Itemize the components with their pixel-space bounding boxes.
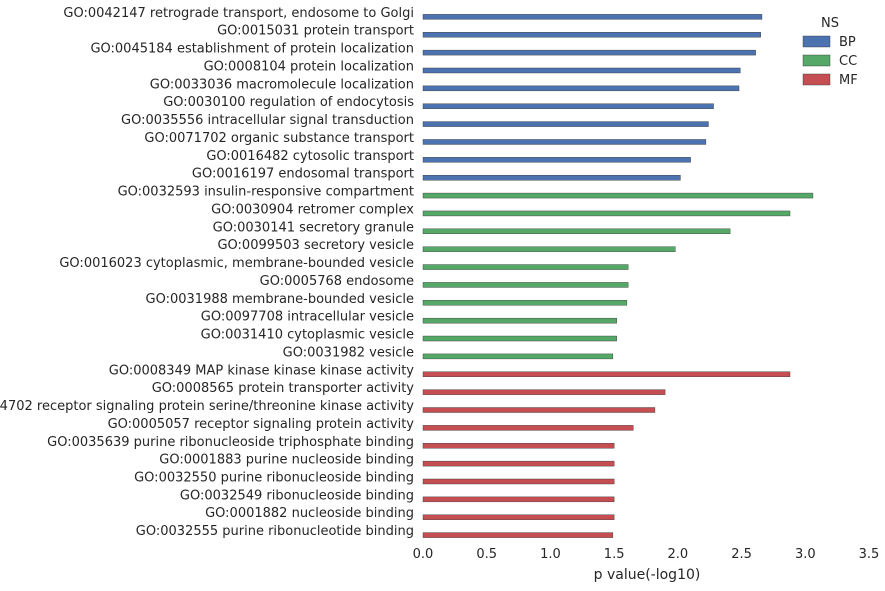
bar-bp <box>422 174 681 181</box>
bar-bp <box>422 32 761 38</box>
x-tick-label: 1.0 <box>540 547 561 562</box>
bar-bp <box>422 157 691 163</box>
bar-mf <box>422 514 615 520</box>
category-label: GO:0015031 protein transport <box>217 24 414 39</box>
category-labels: GO:0042147 retrograde transport, endosom… <box>0 6 414 539</box>
category-label: GO:0097708 intracellular vesicle <box>201 310 414 325</box>
legend-swatch-mf <box>802 73 831 86</box>
x-axis-label: p value(-log10) <box>594 567 701 583</box>
category-label: GO:0071702 organic substance transport <box>144 131 414 146</box>
category-label: GO:0035556 intracellular signal transduc… <box>121 113 414 128</box>
bar-cc <box>422 282 629 288</box>
bar-bp <box>422 67 741 74</box>
category-label: GO:0005057 receptor signaling protein ac… <box>108 417 415 432</box>
bar-bp <box>422 103 714 109</box>
x-tick-label: 2.0 <box>668 547 689 562</box>
x-tick-label: 0.0 <box>413 547 434 562</box>
legend: NS BP CC MF <box>802 16 858 88</box>
bar-mf <box>422 478 615 485</box>
bar-cc <box>422 210 791 217</box>
bar-cc <box>422 228 731 235</box>
category-label: GO:0008565 protein transporter activity <box>152 381 415 396</box>
bar-bp <box>422 49 756 56</box>
category-label: GO:0008104 protein localization <box>204 59 414 74</box>
legend-swatch-cc <box>802 54 831 67</box>
category-label: GO:0030100 regulation of endocytosis <box>163 95 414 110</box>
category-label: GO:0042147 retrograde transport, endosom… <box>63 6 414 21</box>
bar-bp <box>422 85 740 92</box>
bar-cc <box>422 246 676 252</box>
bar-mf <box>422 371 791 377</box>
category-label: GO:0031988 membrane-bounded vesicle <box>146 292 414 307</box>
category-label: GO:0001882 nucleoside binding <box>205 506 414 521</box>
legend-swatch-bp <box>802 35 831 48</box>
x-axis: 0.0 0.5 1.0 1.5 2.0 2.5 3.0 3.5 <box>413 547 880 562</box>
category-label: GO:0045184 establishment of protein loca… <box>90 42 414 57</box>
bar-mf <box>422 389 666 395</box>
bars-layer <box>422 14 814 538</box>
x-tick-label: 1.5 <box>604 547 625 562</box>
x-tick-label: 3.0 <box>795 547 816 562</box>
bar-mf <box>422 443 615 449</box>
bar-mf <box>422 407 656 413</box>
category-label: GO:0031982 vesicle <box>283 345 414 360</box>
bar-mf <box>422 460 615 467</box>
x-tick-label: 2.5 <box>731 547 752 562</box>
category-label: GO:0030141 secretory granule <box>213 220 414 235</box>
category-label: GO:0016197 endosomal transport <box>192 167 414 182</box>
legend-title: NS <box>821 16 839 31</box>
category-label: GO:0099503 secretory vesicle <box>217 238 414 253</box>
category-label: GO:0032593 insulin-responsive compartmen… <box>118 185 414 200</box>
bar-bp <box>422 14 763 20</box>
bar-cc <box>422 264 629 270</box>
category-label: GO:0032549 ribonucleoside binding <box>180 488 414 503</box>
bar-mf <box>422 425 634 431</box>
legend-label-mf: MF <box>839 73 858 88</box>
category-label: GO:0004702 receptor signaling protein se… <box>0 399 414 414</box>
bar-bp <box>422 139 707 145</box>
category-label: GO:0001883 purine nucleoside binding <box>159 453 414 468</box>
category-label: GO:0032555 purine ribonucleotide binding <box>136 524 414 539</box>
bar-cc <box>422 300 628 306</box>
category-label: GO:0005768 endosome <box>260 274 414 289</box>
category-label: GO:0032550 purine ribonucleoside binding <box>134 470 414 485</box>
category-label: GO:0033036 macromolecule localization <box>150 77 414 92</box>
category-label: GO:0016482 cytosolic transport <box>206 149 414 164</box>
bar-mf <box>422 496 615 503</box>
x-tick-label: 0.5 <box>476 547 497 562</box>
legend-label-bp: BP <box>839 35 856 50</box>
bar-cc <box>422 353 614 360</box>
category-label: GO:0016023 cytoplasmic, membrane-bounded… <box>59 256 414 271</box>
bar-cc <box>422 335 617 342</box>
category-label: GO:0031410 cytoplasmic vesicle <box>201 328 414 343</box>
category-label: GO:0030904 retromer complex <box>211 202 414 217</box>
category-label: GO:0008349 MAP kinase kinase kinase acti… <box>109 363 415 378</box>
bar-bp <box>422 121 709 127</box>
category-label: GO:0035639 purine ribonucleoside triphos… <box>47 435 414 450</box>
bar-mf <box>422 532 614 538</box>
bar-cc <box>422 317 617 324</box>
x-tick-label: 3.5 <box>859 547 880 562</box>
bar-cc <box>422 192 814 199</box>
legend-label-cc: CC <box>839 54 857 69</box>
